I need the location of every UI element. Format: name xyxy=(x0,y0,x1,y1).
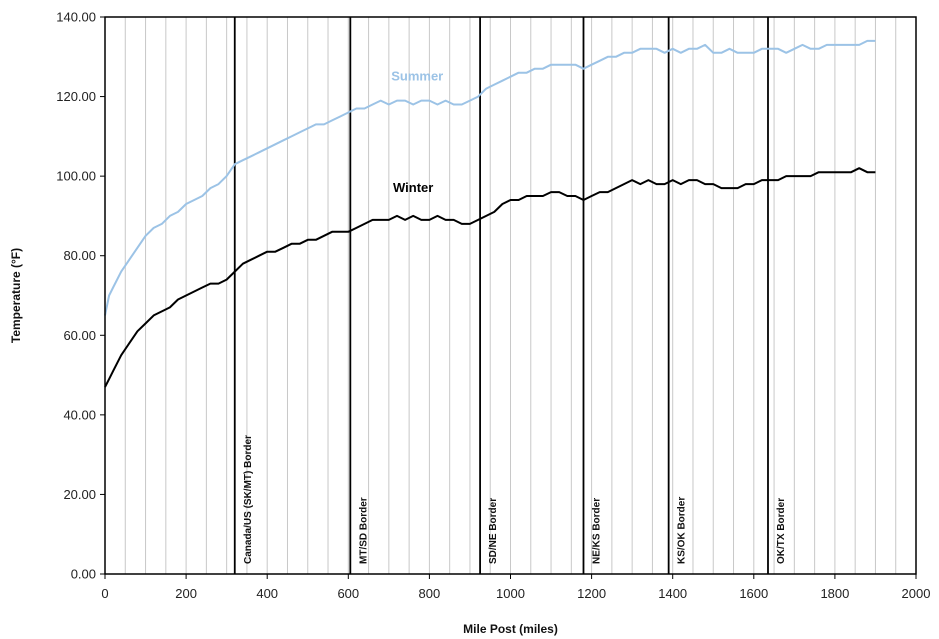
border-label: KS/OK Border xyxy=(677,497,688,564)
x-tick-label: 0 xyxy=(101,586,108,601)
series-label-summer: Summer xyxy=(391,69,443,84)
y-tick-label: 0.00 xyxy=(71,567,96,582)
y-tick-label: 20.00 xyxy=(63,487,96,502)
border-label: Canada/US (SK/MT) Border xyxy=(243,435,254,564)
y-tick-label: 100.00 xyxy=(56,169,96,184)
x-tick-label: 1600 xyxy=(739,586,768,601)
x-tick-label: 800 xyxy=(419,586,441,601)
y-tick-label: 120.00 xyxy=(56,89,96,104)
y-tick-label: 60.00 xyxy=(63,328,96,343)
y-tick-label: 140.00 xyxy=(56,10,96,25)
border-label: SD/NE Border xyxy=(488,498,499,564)
x-tick-label: 1200 xyxy=(577,586,606,601)
x-tick-label: 2000 xyxy=(902,586,931,601)
border-label: OK/TX Border xyxy=(776,498,787,564)
y-axis-title: Temperature (°F) xyxy=(9,248,23,343)
border-label: NE/KS Border xyxy=(591,498,602,564)
series-line-winter xyxy=(104,167,876,388)
x-tick-label: 400 xyxy=(256,586,278,601)
series-label-winter: Winter xyxy=(393,180,433,195)
border-lines: Canada/US (SK/MT) Border MT/SD Border SD/N… xyxy=(233,17,787,574)
x-tick-label: 200 xyxy=(175,586,197,601)
border-label: MT/SD Border xyxy=(358,497,369,564)
x-tick-label: 1000 xyxy=(496,586,525,601)
y-tick-label: 80.00 xyxy=(63,248,96,263)
series-labels: Summer Winter xyxy=(391,69,443,195)
x-axis-ticks: 0 200 400 600 800 1000 1200 1400 1600 1800 2000 xyxy=(101,574,930,601)
x-axis-title: Mile Post (miles) xyxy=(463,622,558,636)
x-tick-label: 600 xyxy=(337,586,359,601)
y-axis-ticks: 0.00 20.00 40.00 60.00 80.00 100.00 120.00 140.… xyxy=(56,10,105,582)
x-tick-label: 1400 xyxy=(658,586,687,601)
y-tick-label: 40.00 xyxy=(63,407,96,422)
series-line-summer xyxy=(104,39,876,316)
x-tick-label: 1800 xyxy=(820,586,849,601)
grid xyxy=(124,17,897,574)
series-lines xyxy=(104,39,876,388)
